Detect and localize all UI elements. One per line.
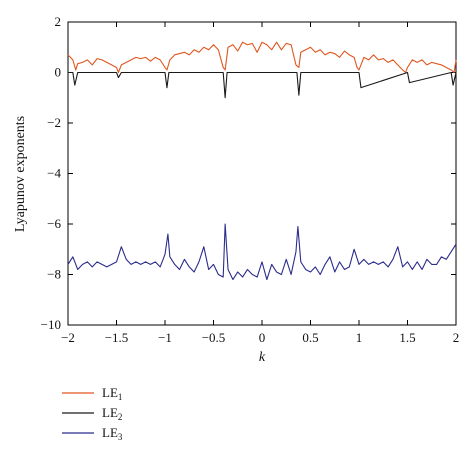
series-line-le1 xyxy=(67,41,457,74)
plot-frame xyxy=(67,21,457,326)
x-tick-label: −2 xyxy=(61,330,75,345)
x-tick-label: 1 xyxy=(356,330,363,345)
legend: LE1 LE2 LE3 xyxy=(62,385,123,442)
x-tick-label: −1 xyxy=(158,330,172,345)
legend-label-le2: LE2 xyxy=(102,405,122,422)
y-tick-label: −6 xyxy=(47,216,61,231)
y-tick-label: 2 xyxy=(55,14,62,29)
x-axis-ticks: −2 −1.5 −1 −0.5 0 0.5 1 1.5 2 xyxy=(61,22,459,345)
y-tick-label: 0 xyxy=(55,65,62,80)
series-group xyxy=(67,41,457,281)
x-tick-label: 2 xyxy=(453,330,460,345)
legend-label-le1: LE1 xyxy=(102,385,122,402)
y-tick-label: −8 xyxy=(47,267,61,282)
y-tick-label: −10 xyxy=(41,317,61,332)
x-axis-title: k xyxy=(259,350,266,365)
legend-label-le3: LE3 xyxy=(102,425,123,442)
y-tick-label: −4 xyxy=(47,166,61,181)
x-tick-label: 0 xyxy=(259,330,266,345)
y-axis-ticks: 2 0 −2 −4 −6 −8 −10 xyxy=(41,14,456,332)
y-tick-label: −2 xyxy=(47,115,61,130)
series-line-le3 xyxy=(67,223,457,281)
x-tick-label: 1.5 xyxy=(399,330,415,345)
x-tick-label: 0.5 xyxy=(302,330,318,345)
series-line-le2 xyxy=(68,71,457,99)
x-tick-label: −1.5 xyxy=(105,330,129,345)
x-tick-label: −0.5 xyxy=(202,330,226,345)
y-axis-title: Lyapunov exponents xyxy=(13,116,28,232)
